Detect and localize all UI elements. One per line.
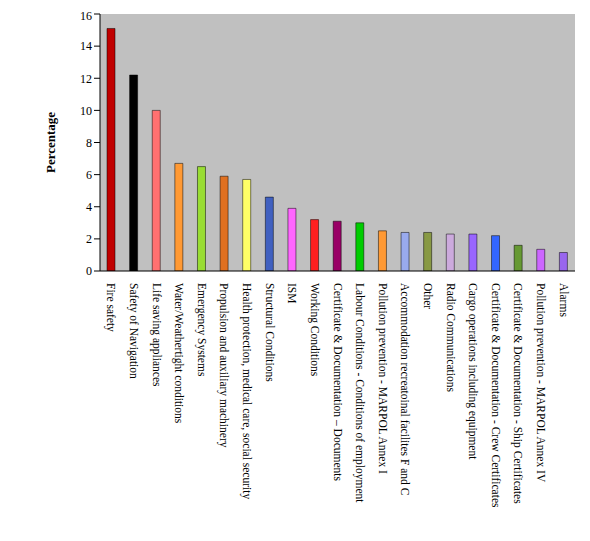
svg-text:Alarms: Alarms: [558, 283, 570, 317]
svg-text:Certificate & Documentation –: Certificate & Documentation – Documents: [332, 283, 344, 482]
svg-text:Certificate & Documentation -: Certificate & Documentation - Ship Certi…: [511, 283, 524, 504]
svg-text:4: 4: [86, 200, 92, 214]
svg-text:2: 2: [86, 232, 92, 246]
svg-text:Life saving appliances: Life saving appliances: [150, 283, 163, 387]
svg-text:Safety of Navigation: Safety of Navigation: [127, 283, 140, 379]
svg-text:Propulsion and auxiliary machi: Propulsion and auxiliary machinery: [217, 283, 230, 448]
svg-text:Other: Other: [422, 283, 434, 309]
svg-text:Labour Conditions - Conditions: Labour Conditions - Conditions of employ…: [353, 283, 366, 503]
svg-text:Structural Conditions: Structural Conditions: [264, 283, 276, 382]
svg-text:0: 0: [86, 264, 92, 278]
svg-text:Pollution prevention - MARPOL: Pollution prevention - MARPOL Annex I: [376, 283, 389, 474]
svg-text:Accommodation recreatoinal fac: Accommodation recreatoinal facilites F a…: [399, 283, 411, 496]
svg-text:Radio Communications: Radio Communications: [445, 283, 457, 392]
svg-text:ISM: ISM: [286, 283, 298, 303]
svg-text:16: 16: [80, 9, 92, 23]
svg-text:Pollution prevention - MARPOL: Pollution prevention - MARPOL Annex IV: [534, 283, 547, 483]
svg-text:Certificate & Documentation -: Certificate & Documentation - Crew Certi…: [490, 283, 502, 508]
svg-text:Percentage: Percentage: [43, 112, 58, 173]
svg-text:6: 6: [86, 168, 92, 182]
svg-text:Fire safety: Fire safety: [104, 283, 117, 332]
svg-text:Working Conditions: Working Conditions: [308, 283, 321, 377]
svg-text:8: 8: [86, 136, 92, 150]
svg-text:Emergency Systems: Emergency Systems: [195, 283, 208, 377]
svg-text:Cargo operations including equ: Cargo operations including equipment: [466, 283, 479, 460]
svg-text:10: 10: [80, 104, 92, 118]
svg-text:14: 14: [80, 39, 92, 53]
svg-text:Health protection, medical car: Health protection, medical care, social …: [240, 283, 253, 499]
svg-text:12: 12: [80, 72, 92, 86]
svg-text:Water/Weathertight conditions: Water/Weathertight conditions: [172, 283, 185, 424]
